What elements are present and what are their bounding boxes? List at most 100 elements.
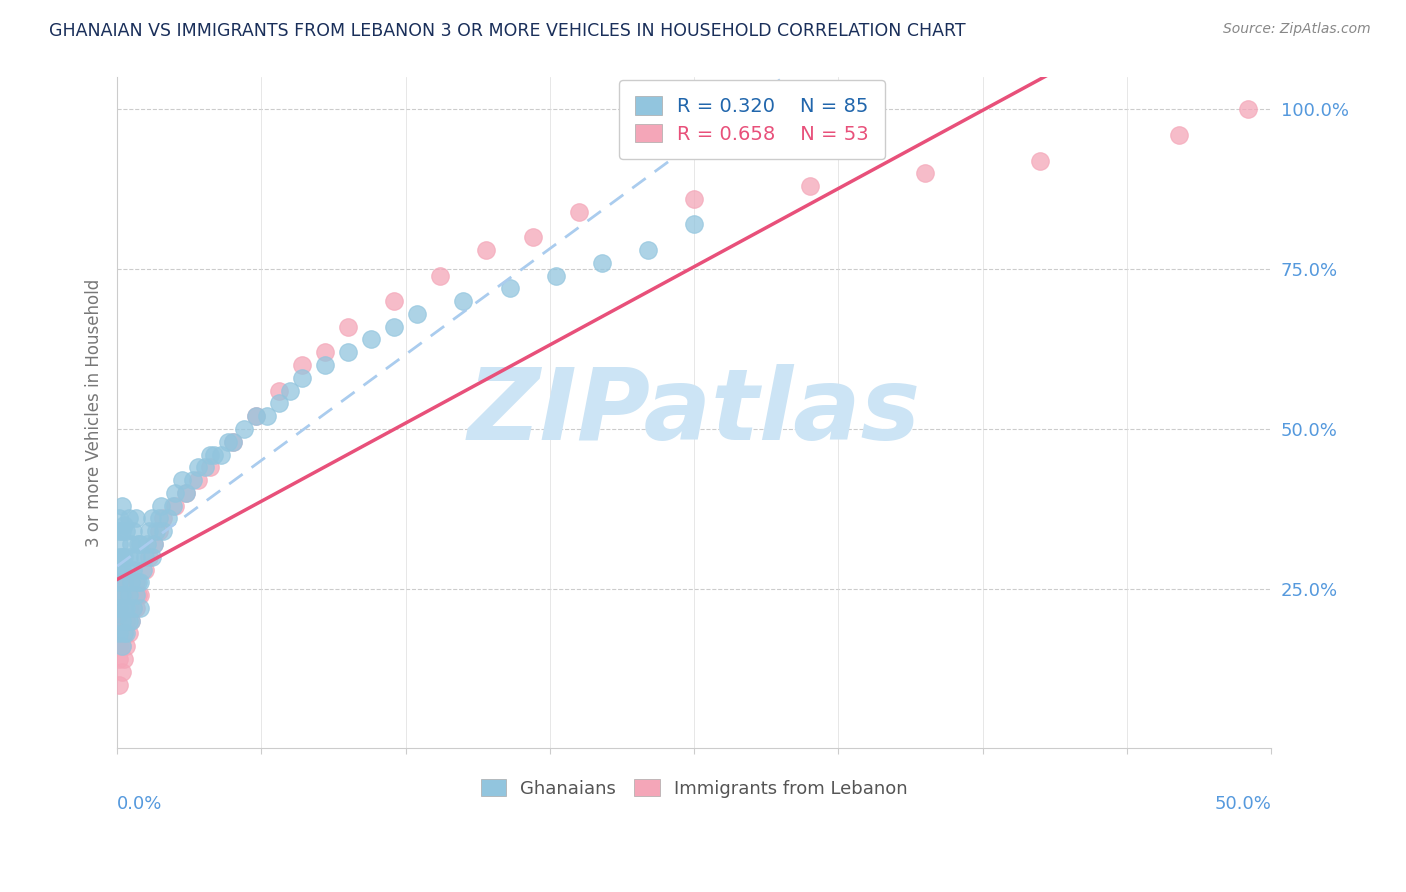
- Point: [112, 517, 135, 532]
- Legend: Ghanaians, Immigrants from Lebanon: Ghanaians, Immigrants from Lebanon: [471, 770, 917, 806]
- Point: [118, 511, 141, 525]
- Point: [108, 600, 131, 615]
- Point: [134, 562, 156, 576]
- Point: [217, 434, 239, 449]
- Point: [120, 614, 142, 628]
- Text: ZIPatlas: ZIPatlas: [468, 365, 921, 461]
- Point: [148, 511, 170, 525]
- Text: Source: ZipAtlas.com: Source: ZipAtlas.com: [1223, 22, 1371, 37]
- Text: GHANAIAN VS IMMIGRANTS FROM LEBANON 3 OR MORE VEHICLES IN HOUSEHOLD CORRELATION : GHANAIAN VS IMMIGRANTS FROM LEBANON 3 OR…: [49, 22, 966, 40]
- Point: [118, 600, 141, 615]
- Point: [108, 537, 131, 551]
- Point: [162, 499, 184, 513]
- Point: [267, 384, 290, 398]
- Point: [209, 448, 232, 462]
- Point: [124, 588, 146, 602]
- Point: [108, 575, 131, 590]
- Point: [111, 562, 134, 576]
- Point: [120, 575, 142, 590]
- Point: [111, 665, 134, 679]
- Point: [1237, 103, 1260, 117]
- Point: [914, 166, 936, 180]
- Point: [141, 511, 163, 525]
- Point: [221, 434, 243, 449]
- Point: [314, 358, 336, 372]
- Point: [129, 600, 152, 615]
- Point: [108, 575, 131, 590]
- Text: 50.0%: 50.0%: [1215, 796, 1271, 814]
- Point: [194, 460, 217, 475]
- Point: [115, 614, 138, 628]
- Point: [111, 639, 134, 653]
- Point: [267, 396, 290, 410]
- Point: [683, 192, 706, 206]
- Point: [245, 409, 267, 424]
- Point: [127, 588, 149, 602]
- Point: [256, 409, 278, 424]
- Point: [141, 549, 163, 564]
- Point: [360, 333, 382, 347]
- Point: [118, 588, 141, 602]
- Point: [108, 600, 131, 615]
- Point: [124, 600, 146, 615]
- Point: [170, 473, 193, 487]
- Point: [120, 537, 142, 551]
- Point: [131, 562, 153, 576]
- Point: [143, 537, 166, 551]
- Point: [112, 575, 135, 590]
- Point: [108, 614, 131, 628]
- Point: [120, 575, 142, 590]
- Point: [475, 243, 498, 257]
- Point: [336, 345, 359, 359]
- Point: [198, 460, 221, 475]
- Point: [122, 600, 145, 615]
- Point: [115, 524, 138, 539]
- Point: [198, 448, 221, 462]
- Point: [108, 677, 131, 691]
- Point: [453, 294, 475, 309]
- Point: [336, 319, 359, 334]
- Point: [156, 511, 179, 525]
- Point: [115, 626, 138, 640]
- Point: [124, 511, 146, 525]
- Point: [112, 600, 135, 615]
- Point: [111, 588, 134, 602]
- Point: [118, 626, 141, 640]
- Point: [112, 549, 135, 564]
- Point: [163, 499, 186, 513]
- Point: [134, 549, 156, 564]
- Point: [163, 486, 186, 500]
- Point: [108, 626, 131, 640]
- Point: [245, 409, 267, 424]
- Point: [291, 371, 314, 385]
- Point: [127, 537, 149, 551]
- Point: [108, 607, 131, 622]
- Point: [115, 639, 138, 653]
- Point: [150, 499, 173, 513]
- Point: [233, 422, 256, 436]
- Point: [108, 549, 131, 564]
- Point: [108, 639, 131, 653]
- Point: [145, 524, 167, 539]
- Point: [522, 230, 544, 244]
- Point: [544, 268, 567, 283]
- Point: [122, 524, 145, 539]
- Point: [187, 473, 209, 487]
- Point: [138, 524, 160, 539]
- Point: [122, 562, 145, 576]
- Point: [111, 614, 134, 628]
- Y-axis label: 3 or more Vehicles in Household: 3 or more Vehicles in Household: [86, 279, 103, 547]
- Point: [152, 524, 174, 539]
- Point: [568, 204, 591, 219]
- Point: [129, 537, 152, 551]
- Point: [143, 537, 166, 551]
- Point: [202, 448, 225, 462]
- Text: 0.0%: 0.0%: [117, 796, 163, 814]
- Point: [120, 614, 142, 628]
- Point: [1167, 128, 1189, 142]
- Point: [291, 358, 314, 372]
- Point: [278, 384, 301, 398]
- Point: [382, 294, 405, 309]
- Point: [129, 588, 152, 602]
- Point: [637, 243, 659, 257]
